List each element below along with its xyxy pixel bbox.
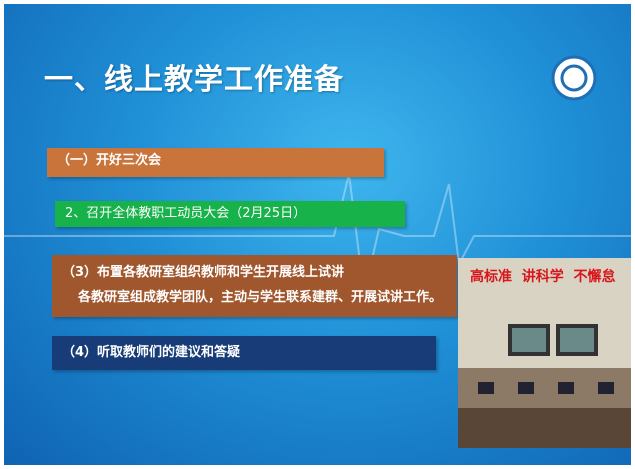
photo: 高标准 讲科学 不懈怠: [458, 258, 631, 448]
section-box: （一）开好三次会: [47, 148, 384, 177]
section-text: （一）开好三次会: [57, 153, 162, 168]
section-text: （4）听取教师们的建议和答疑: [62, 345, 241, 360]
section-text: （3）布置各教研室组织教师和学生开展线上试讲: [62, 265, 345, 280]
section-text: 各教研室组成教学团队，主动与学生联系建群、开展试讲工作。: [78, 290, 443, 305]
photo-scene: [458, 324, 631, 448]
section-box: （4）听取教师们的建议和答疑: [52, 336, 436, 370]
logo: [551, 55, 597, 101]
slide: 一、线上教学工作准备 （一）开好三次会 2、召开全体教职工动员大会（2月25日）…: [4, 4, 631, 465]
photo-banner: 高标准 讲科学 不懈怠: [470, 269, 616, 285]
section-text: 2、召开全体教职工动员大会（2月25日）: [65, 206, 307, 221]
section-box: 2、召开全体教职工动员大会（2月25日）: [55, 201, 405, 227]
slide-title: 一、线上教学工作准备: [44, 62, 345, 96]
section-box: （3）布置各教研室组织教师和学生开展线上试讲 各教研室组成教学团队，主动与学生联…: [52, 255, 457, 317]
